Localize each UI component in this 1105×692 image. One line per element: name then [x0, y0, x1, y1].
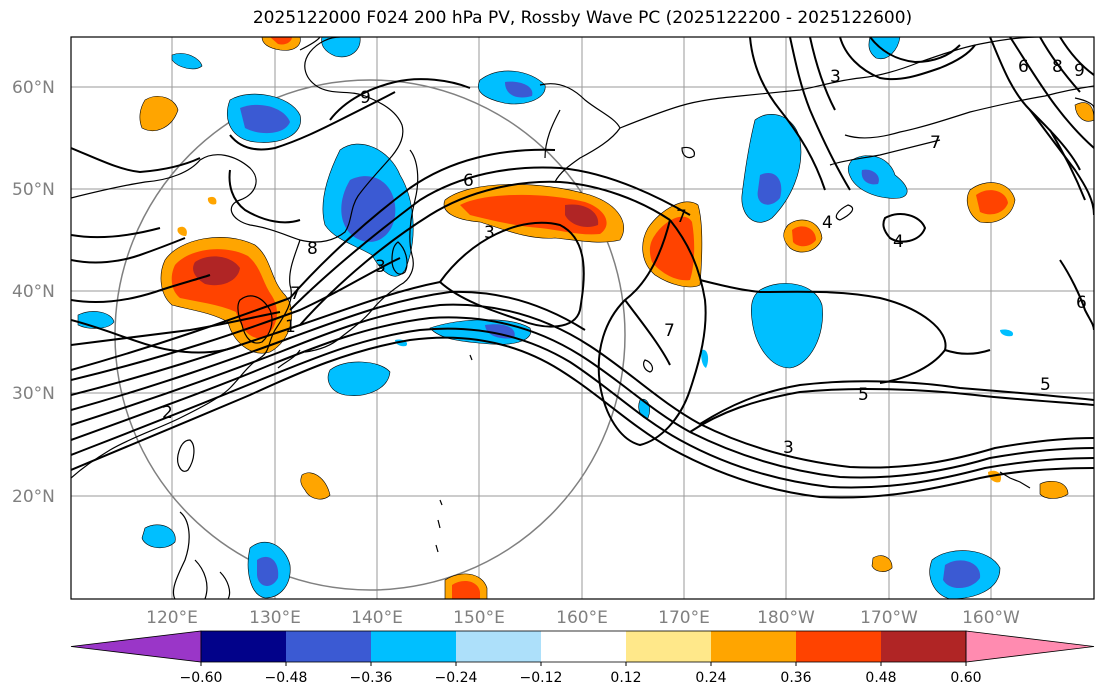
- lat-label: 50°N: [12, 180, 55, 200]
- pv-anomaly-shading: [77, 37, 1094, 599]
- lon-label: 120°E: [146, 608, 198, 628]
- negative-anomaly-region: [327, 361, 391, 396]
- colorbar-tick-label: −0.48: [265, 670, 308, 686]
- contour-label: 7: [930, 133, 941, 153]
- pv-contours: [71, 37, 1094, 499]
- colorbar-tick-label: −0.60: [180, 670, 223, 686]
- contour-label: 6: [1076, 293, 1087, 313]
- contour-label: 9: [1074, 61, 1085, 81]
- positive-anomaly-region: [1039, 481, 1069, 499]
- contour-label: 5: [858, 385, 869, 405]
- colorbar-tick-label: −0.36: [350, 670, 393, 686]
- lon-label: 170°W: [860, 608, 918, 628]
- radius-circle: [114, 79, 626, 591]
- map-frame: [70, 36, 1095, 600]
- colorbar-tick-label: 0.24: [695, 670, 726, 686]
- map-plot-area: 9 6 3 8 7 3 7 2 1 7 4 4 5 5 3 6 8 9 6 3 …: [71, 37, 1094, 599]
- contour-label: 7: [676, 207, 687, 227]
- contour-label: 1: [285, 317, 296, 337]
- lon-label: 170°E: [658, 608, 710, 628]
- contour-label: 3: [783, 438, 794, 458]
- colorbar-tick-label: −0.12: [520, 670, 563, 686]
- colorbar-tick-label: 0.12: [610, 670, 641, 686]
- contour-label: 2: [162, 403, 173, 423]
- negative-anomaly-region: [741, 113, 802, 223]
- lat-label: 60°N: [12, 78, 55, 98]
- lon-label: 160°W: [962, 608, 1020, 628]
- colorbar-segment: [541, 631, 626, 662]
- contour-label: 9: [360, 88, 371, 108]
- colorbar-tick-label: 0.48: [865, 670, 896, 686]
- map-title: 2025122000 F024 200 hPa PV, Rossby Wave …: [252, 8, 913, 28]
- negative-anomaly-region: [141, 524, 176, 549]
- colorbar-segment: [796, 631, 881, 662]
- contour-label: 6: [1018, 57, 1029, 77]
- lat-label: 20°N: [12, 487, 55, 507]
- positive-anomaly-region: [871, 555, 893, 572]
- colorbar-tick-label: 0.60: [950, 670, 981, 686]
- lon-label: 150°E: [453, 608, 505, 628]
- colorbar-segment: [456, 631, 541, 662]
- colorbar-extend-low: [70, 630, 202, 663]
- lon-label: 160°E: [556, 608, 608, 628]
- contour-label: 4: [893, 232, 904, 252]
- colorbar-segment: [201, 631, 286, 662]
- lat-label: 30°N: [12, 384, 55, 404]
- colorbar: −0.60 −0.48 −0.36 −0.24 −0.12 0.12 0.24 0.36 0.4…: [70, 630, 1095, 686]
- colorbar-outline: [200, 630, 967, 663]
- contour-label: 5: [1040, 375, 1051, 395]
- colorbar-segment: [711, 631, 796, 662]
- colorbar-segment: [626, 631, 711, 662]
- contour-label: 7: [290, 284, 301, 304]
- contour-label: 3: [484, 223, 495, 243]
- colorbar-extend-high: [965, 630, 1095, 663]
- colorbar-tick-label: −0.24: [435, 670, 478, 686]
- contour-label: 3: [375, 257, 386, 277]
- colorbar-segment: [371, 631, 456, 662]
- lon-label: 180°W: [757, 608, 815, 628]
- colorbar-tick-label: 0.36: [780, 670, 811, 686]
- lon-label: 140°E: [351, 608, 403, 628]
- contour-label: 6: [463, 171, 474, 191]
- contour-label: 8: [307, 239, 318, 259]
- negative-anomaly-region: [321, 37, 361, 58]
- negative-anomaly-region: [750, 283, 823, 369]
- latitude-labels: 60°N 50°N 40°N 30°N 20°N: [12, 78, 55, 507]
- lat-label: 40°N: [12, 282, 55, 302]
- contour-label: 7: [664, 321, 675, 341]
- longitude-labels: 120°E 130°E 140°E 150°E 160°E 170°E 180°…: [146, 608, 1020, 628]
- contour-label: 4: [822, 213, 833, 233]
- colorbar-segment: [881, 631, 966, 662]
- lon-label: 130°E: [249, 608, 301, 628]
- negative-anomaly-region: [868, 37, 901, 60]
- contour-label: 3: [830, 67, 841, 87]
- positive-anomaly-region: [300, 472, 331, 500]
- negative-anomaly-region: [171, 53, 203, 70]
- contour-label: 8: [1052, 57, 1063, 77]
- contour-labels: 9 6 3 8 7 3 7 2 1 7 4 4 5 5 3 6 8 9 6 3 …: [162, 57, 1087, 458]
- colorbar-segment: [286, 631, 371, 662]
- positive-anomaly-region: [139, 96, 179, 131]
